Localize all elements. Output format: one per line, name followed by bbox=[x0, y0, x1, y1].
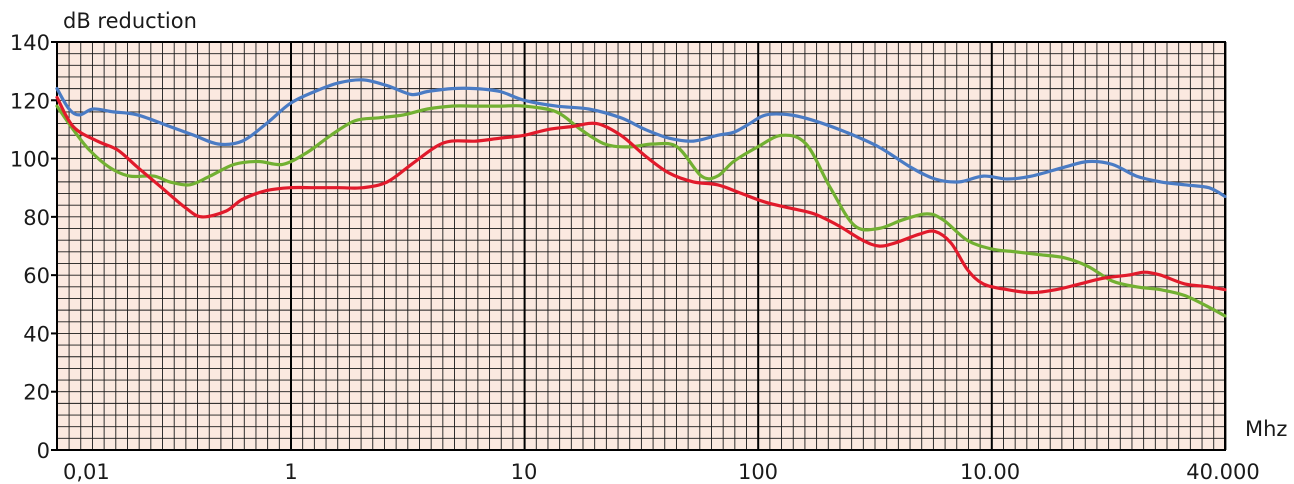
x-axis-title: Mhz bbox=[1245, 417, 1287, 441]
y-tick-label: 100 bbox=[10, 148, 50, 172]
plot-frame bbox=[56, 41, 1226, 451]
grid-minor bbox=[56, 41, 1226, 451]
x-tick-label: 0,01 bbox=[63, 460, 110, 484]
y-tick-label: 0 bbox=[37, 439, 50, 463]
x-tick-label: 1 bbox=[284, 460, 297, 484]
y-tick-label: 140 bbox=[10, 31, 50, 55]
y-axis-title: dB reduction bbox=[63, 9, 197, 33]
x-axis: 0,01 1 10 100 10.00 40.000 bbox=[63, 460, 1260, 484]
y-tick-label: 40 bbox=[23, 322, 50, 346]
series-line-2 bbox=[55, 104, 1227, 318]
series-line-1 bbox=[55, 78, 1227, 199]
y-tick-label: 60 bbox=[23, 264, 50, 288]
y-tick-label: 20 bbox=[23, 381, 50, 405]
y-tick-label: 120 bbox=[10, 89, 50, 113]
x-tick-label: 10.00 bbox=[960, 460, 1020, 484]
y-axis: 0 20 40 60 80 100 120 140 bbox=[10, 31, 57, 463]
series-lines bbox=[55, 78, 1227, 318]
x-tick-label: 100 bbox=[738, 460, 778, 484]
x-tick-label: 10 bbox=[511, 460, 538, 484]
x-tick-label: 40.000 bbox=[1186, 460, 1259, 484]
y-tick-label: 80 bbox=[23, 206, 50, 230]
series-line-3 bbox=[55, 95, 1227, 295]
grid-major bbox=[56, 41, 1227, 451]
